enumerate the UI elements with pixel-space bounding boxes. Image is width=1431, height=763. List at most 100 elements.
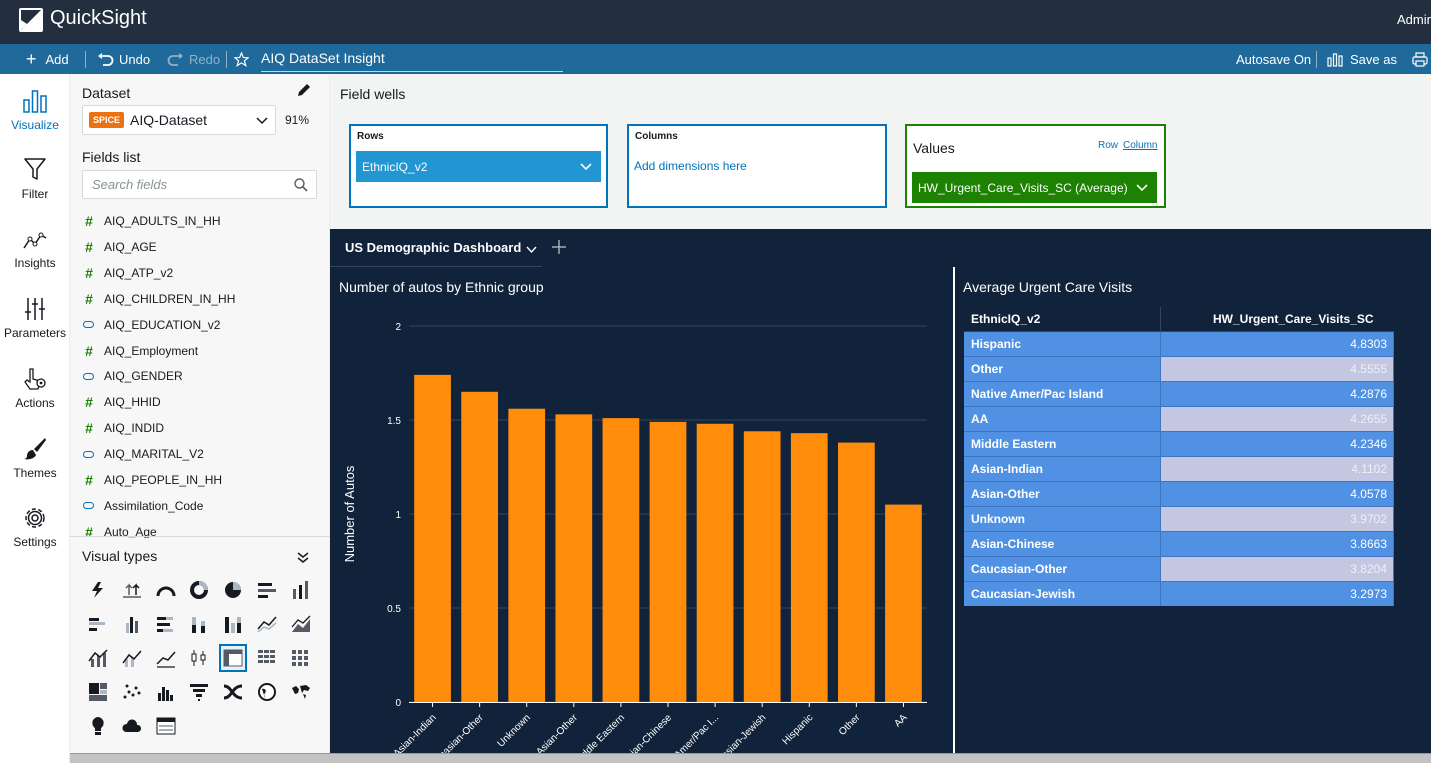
field-item[interactable]: # AIQ_INDID: [82, 415, 164, 441]
horizontal-bar-icon[interactable]: [253, 576, 281, 604]
chart-bar[interactable]: [743, 431, 781, 702]
sankey-icon[interactable]: [219, 678, 247, 706]
insight-bulb-icon[interactable]: [84, 712, 112, 740]
pie-icon[interactable]: [219, 576, 247, 604]
field-item[interactable]: AIQ_MARITAL_V2: [82, 441, 204, 467]
nav-actions[interactable]: Actions: [0, 366, 70, 410]
vertical-bar-icon[interactable]: [287, 576, 315, 604]
nav-insights[interactable]: Insights: [0, 230, 70, 270]
nav-themes[interactable]: Themes: [0, 436, 70, 480]
combo-line-icon[interactable]: [118, 644, 146, 672]
table-row[interactable]: Asian-Chinese 3.8663: [964, 530, 1394, 556]
field-item[interactable]: AIQ_GENDER: [82, 363, 183, 389]
save-as-button[interactable]: Save as: [1327, 44, 1397, 74]
chart-bar[interactable]: [696, 423, 734, 702]
search-fields-input[interactable]: Search fields: [82, 170, 317, 199]
table-row[interactable]: Unknown 3.9702: [964, 505, 1394, 531]
nav-visualize[interactable]: Visualize: [0, 88, 70, 132]
chart-bar[interactable]: [649, 421, 687, 702]
table-row[interactable]: AA 4.2655: [964, 405, 1394, 431]
nav-filter[interactable]: Filter: [0, 157, 70, 201]
values-field-chip[interactable]: HW_Urgent_Care_Visits_SC (Average): [912, 172, 1157, 203]
app-title[interactable]: QuickSight: [50, 7, 147, 29]
values-well[interactable]: Values Row Column HW_Urgent_Care_Visits_…: [905, 124, 1166, 208]
funnel-chart-icon[interactable]: [185, 678, 213, 706]
favorite-star-icon[interactable]: [234, 44, 249, 74]
field-item[interactable]: # AIQ_CHILDREN_IN_HH: [82, 286, 235, 312]
table-row[interactable]: Middle Eastern 4.2346: [964, 430, 1394, 456]
column-header-ethnic[interactable]: EthnicIQ_v2: [964, 307, 1160, 332]
field-item[interactable]: # Auto_Age: [82, 519, 157, 538]
table-row[interactable]: Native Amer/Pac Island 4.2876: [964, 380, 1394, 406]
stacked-percent-vbar-icon[interactable]: [219, 610, 247, 638]
field-item[interactable]: # AIQ_AGE: [82, 234, 157, 260]
custom-visual-icon[interactable]: [152, 712, 180, 740]
analysis-title-input[interactable]: AIQ DataSet Insight: [261, 50, 563, 72]
line-chart-icon[interactable]: [253, 610, 281, 638]
field-item[interactable]: # AIQ_HHID: [82, 389, 161, 415]
clustered-hbar-icon[interactable]: [84, 610, 112, 638]
stacked-vbar-icon[interactable]: [185, 610, 213, 638]
donut-icon[interactable]: [185, 576, 213, 604]
columns-well[interactable]: Columns Add dimensions here: [627, 124, 887, 208]
pivot-table-icon[interactable]: [219, 644, 248, 672]
autograph-icon[interactable]: [84, 576, 112, 604]
redo-button[interactable]: Redo: [167, 44, 220, 74]
kpi-icon[interactable]: [118, 576, 146, 604]
dataset-select[interactable]: SPICE AIQ-Dataset: [82, 105, 276, 135]
autosave-toggle[interactable]: Autosave On: [1236, 51, 1312, 67]
gauge-icon[interactable]: [152, 576, 180, 604]
table-row[interactable]: Hispanic 4.8303: [964, 330, 1394, 356]
field-item[interactable]: # AIQ_PEOPLE_IN_HH: [82, 467, 222, 493]
chart-bar[interactable]: [461, 391, 499, 702]
box-plot-icon[interactable]: [185, 644, 213, 672]
visual-divider[interactable]: [953, 267, 955, 763]
area-chart-icon[interactable]: [152, 644, 180, 672]
pivot-table-visual[interactable]: Average Urgent Care Visits EthnicIQ_v2 H…: [955, 267, 1431, 763]
area-line-icon[interactable]: [287, 610, 315, 638]
field-item[interactable]: # AIQ_Employment: [82, 338, 198, 364]
add-button[interactable]: + Add: [26, 49, 69, 69]
field-item[interactable]: # AIQ_ATP_v2: [82, 260, 173, 286]
add-dimensions-placeholder[interactable]: Add dimensions here: [634, 159, 747, 173]
chevron-double-down-icon[interactable]: [296, 550, 310, 564]
sheet-tab[interactable]: US Demographic Dashboard: [330, 229, 542, 267]
quicksight-logo-icon[interactable]: [19, 8, 43, 32]
chart-bar[interactable]: [837, 442, 875, 702]
rows-field-chip[interactable]: EthnicIQ_v2: [356, 151, 601, 182]
user-menu[interactable]: Admin: [1397, 12, 1431, 27]
column-toggle-link[interactable]: Column: [1123, 140, 1158, 151]
pencil-icon[interactable]: [296, 83, 311, 98]
field-item[interactable]: AIQ_EDUCATION_v2: [82, 312, 220, 338]
table-icon[interactable]: [253, 644, 281, 672]
table-row[interactable]: Other 4.5555: [964, 355, 1394, 381]
nav-settings[interactable]: Settings: [0, 505, 70, 549]
add-sheet-plus-icon[interactable]: [551, 239, 567, 255]
field-item[interactable]: # AIQ_ADULTS_IN_HH: [82, 208, 220, 234]
filled-map-icon[interactable]: [253, 678, 281, 706]
field-item[interactable]: Assimilation_Code: [82, 493, 203, 519]
chart-bar[interactable]: [602, 418, 640, 702]
table-row[interactable]: Asian-Indian 4.1102: [964, 455, 1394, 481]
table-row[interactable]: Asian-Other 4.0578: [964, 480, 1394, 506]
clustered-vbar-icon[interactable]: [118, 610, 146, 638]
table-row[interactable]: Caucasian-Jewish 3.2973: [964, 580, 1394, 606]
chart-bar[interactable]: [555, 414, 593, 702]
row-toggle-link[interactable]: Row: [1098, 140, 1119, 151]
chart-bar[interactable]: [508, 408, 546, 702]
bar-chart-visual[interactable]: Number of autos by Ethnic group 0 0.5 1 1.5…: [330, 267, 953, 763]
word-cloud-icon[interactable]: [118, 712, 146, 740]
histogram-icon[interactable]: [152, 678, 180, 706]
stacked-hbar-icon[interactable]: [152, 610, 180, 638]
world-map-icon[interactable]: [287, 678, 315, 706]
chart-bar[interactable]: [790, 433, 828, 702]
nav-parameters[interactable]: Parameters: [0, 296, 70, 340]
heat-grid-icon[interactable]: [287, 644, 315, 672]
chart-bar[interactable]: [885, 504, 922, 702]
undo-button[interactable]: Undo: [97, 44, 150, 74]
combo-bar-line-icon[interactable]: [84, 644, 112, 672]
tree-map-icon[interactable]: [84, 678, 112, 706]
chevron-down-icon[interactable]: [525, 243, 538, 256]
table-row[interactable]: Caucasian-Other 3.8204: [964, 555, 1394, 581]
column-header-urgent-care[interactable]: HW_Urgent_Care_Visits_SC: [1159, 307, 1394, 332]
